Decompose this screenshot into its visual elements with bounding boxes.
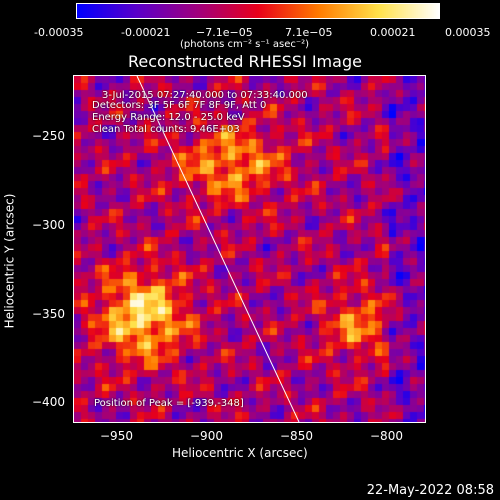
annotation-detectors: Detectors: 3F 5F 6F 7F 8F 9F, Att 0 [92, 100, 267, 111]
y-tick-label: −300 [32, 217, 65, 232]
colorbar-label: -0.00035 [34, 26, 84, 39]
y-axis-title: Heliocentric Y (arcsec) [2, 193, 17, 329]
y-tick-label: −400 [32, 395, 65, 410]
y-tick-label: −250 [32, 129, 65, 144]
y-tick-label: −350 [32, 306, 65, 321]
annotation-clean: Clean Total counts: 9.46E+03 [92, 124, 240, 135]
x-axis-title: Heliocentric X (arcsec) [172, 446, 308, 460]
colorbar-label: -0.00021 [121, 26, 171, 39]
solar-limb-line [136, 76, 300, 422]
plot-area: 3-Jul-2015 07:27:40.000 to 07:33:40.000 … [73, 75, 426, 423]
plot-overlay [136, 76, 300, 422]
chart-title: Reconstructed RHESSI Image [128, 52, 362, 71]
x-tick-label: −900 [190, 429, 223, 443]
colorbar-label: 0.00021 [370, 26, 416, 39]
colorbar-unit: (photons cm⁻² s⁻¹ asec⁻²) [180, 39, 310, 50]
colorbar-label: 7.1e−05 [285, 26, 333, 39]
colorbar [76, 3, 440, 19]
x-tick-label: −950 [100, 429, 133, 443]
annotation-time: 3-Jul-2015 07:27:40.000 to 07:33:40.000 [102, 90, 308, 101]
heatmap-image [74, 76, 425, 422]
colorbar-label: −7.1e−05 [196, 26, 253, 39]
x-tick-label: −850 [280, 429, 313, 443]
colorbar-label: 0.00035 [445, 26, 491, 39]
annotation-energy: Energy Range: 12.0 - 25.0 keV [92, 112, 245, 123]
annotation-peak: Position of Peak = [-939,-348] [94, 398, 244, 409]
x-tick-label: −800 [370, 429, 403, 443]
footer-date: 22-May-2022 08:58 [366, 483, 494, 498]
